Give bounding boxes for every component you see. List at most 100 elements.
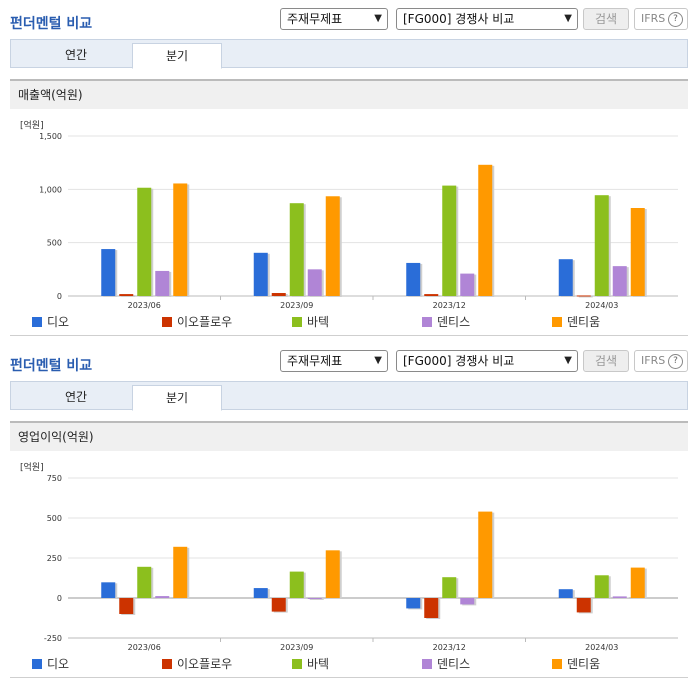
- ifrs-button[interactable]: IFRS?: [634, 8, 688, 30]
- bar: [137, 566, 152, 598]
- bar: [155, 596, 170, 598]
- bar: [630, 208, 645, 296]
- legend-item[interactable]: 디오: [32, 655, 69, 672]
- bar: [478, 164, 493, 296]
- comparison-select-value: [FG000] 경쟁사 비교: [403, 12, 515, 26]
- bar-shadow: [426, 295, 441, 297]
- bar: [307, 269, 322, 296]
- y-tick-label: 250: [47, 554, 62, 563]
- bar: [424, 598, 439, 618]
- legend-label: 덴티스: [437, 657, 471, 671]
- x-tick-label: 2023/06: [128, 301, 161, 310]
- legend-label: 덴티스: [437, 315, 471, 329]
- y-tick-label: 750: [47, 474, 62, 483]
- comparison-select[interactable]: [FG000] 경쟁사 비교 ▼: [396, 8, 578, 30]
- tab-quarterly[interactable]: 분기: [132, 385, 222, 411]
- y-tick-label: 0: [57, 292, 62, 301]
- legend-swatch: [552, 659, 562, 669]
- bar: [460, 598, 475, 605]
- bar: [119, 294, 134, 296]
- bar: [119, 598, 134, 614]
- revenue-panel: 펀더멘털 비교 주재무제표 ▼ [FG000] 경쟁사 비교 ▼ 검색 IFRS? …: [10, 8, 688, 336]
- legend-swatch: [32, 659, 42, 669]
- bar: [576, 295, 591, 297]
- legend-item[interactable]: 디오: [32, 313, 69, 330]
- legend-item[interactable]: 이오플로우: [162, 313, 232, 330]
- ifrs-label: IFRS: [641, 354, 666, 367]
- x-tick-label: 2023/09: [280, 301, 313, 310]
- bar: [173, 546, 188, 598]
- ifrs-label: IFRS: [641, 12, 666, 25]
- help-icon: ?: [668, 354, 683, 369]
- comparison-select[interactable]: [FG000] 경쟁사 비교 ▼: [396, 350, 578, 372]
- unit-label: [억원]: [20, 121, 44, 131]
- statement-select-value: 주재무제표: [287, 354, 343, 368]
- chart-section-title: 영업이익(억원): [10, 421, 688, 451]
- y-tick-label: 500: [47, 239, 62, 248]
- legend-swatch: [162, 659, 172, 669]
- legend-label: 디오: [47, 315, 70, 329]
- legend-swatch: [162, 317, 172, 327]
- bar: [173, 183, 188, 296]
- legend-item[interactable]: 이오플로우: [162, 655, 232, 672]
- bar-shadow: [121, 295, 136, 297]
- bar: [271, 598, 286, 612]
- legend-swatch: [32, 317, 42, 327]
- legend-label: 바텍: [307, 315, 330, 329]
- bar: [101, 582, 116, 598]
- x-tick-label: 2024/03: [585, 301, 618, 310]
- bar: [406, 262, 421, 296]
- legend-item[interactable]: 덴티움: [552, 313, 600, 330]
- legend-swatch: [422, 659, 432, 669]
- bar: [442, 577, 457, 598]
- legend-swatch: [292, 317, 302, 327]
- legend-label: 이오플로우: [177, 657, 233, 671]
- legend-item[interactable]: 바텍: [292, 313, 329, 330]
- tab-annual[interactable]: 연간: [64, 48, 88, 62]
- bar: [630, 567, 645, 598]
- page-title: 펀더멘털 비교: [10, 16, 93, 32]
- legend-swatch: [422, 317, 432, 327]
- bar: [137, 187, 152, 296]
- legend-item[interactable]: 바텍: [292, 655, 329, 672]
- bar: [155, 270, 170, 296]
- bar: [460, 273, 475, 296]
- bar: [594, 575, 609, 598]
- page-title: 펀더멘털 비교: [10, 358, 93, 374]
- y-tick-label: 0: [57, 594, 62, 603]
- search-button[interactable]: 검색: [583, 8, 629, 30]
- legend-item[interactable]: 덴티움: [552, 655, 600, 672]
- bar: [325, 550, 340, 598]
- period-tabs: 연간 분기: [10, 381, 688, 411]
- ifrs-button[interactable]: IFRS?: [634, 350, 688, 372]
- bar: [325, 196, 340, 296]
- chevron-down-icon: ▼: [374, 13, 382, 24]
- legend-item[interactable]: 덴티스: [422, 313, 470, 330]
- y-tick-label: -250: [44, 634, 62, 643]
- y-tick-label: 1,500: [39, 132, 62, 141]
- statement-select[interactable]: 주재무제표 ▼: [280, 350, 388, 372]
- legend-label: 이오플로우: [177, 315, 233, 329]
- bar: [594, 195, 609, 296]
- bar: [289, 571, 304, 598]
- legend-label: 덴티움: [567, 657, 601, 671]
- bar: [576, 598, 591, 613]
- legend-item[interactable]: 덴티스: [422, 655, 470, 672]
- operating-profit-chart: 750 500 250 0 -250 2023/06 2023/09 2023/12 2024/…: [44, 474, 678, 652]
- legend-swatch: [552, 317, 562, 327]
- statement-select[interactable]: 주재무제표 ▼: [280, 8, 388, 30]
- x-tick-label: 2023/09: [280, 643, 313, 652]
- x-tick-label: 2023/06: [128, 643, 161, 652]
- bar-shadow: [309, 599, 324, 600]
- bar: [558, 259, 573, 296]
- search-button[interactable]: 검색: [583, 350, 629, 372]
- tab-annual[interactable]: 연간: [64, 390, 88, 404]
- bar: [424, 294, 439, 296]
- bar: [289, 203, 304, 296]
- bar: [558, 589, 573, 598]
- tab-quarterly[interactable]: 분기: [132, 43, 222, 69]
- x-tick-label: 2024/03: [585, 643, 618, 652]
- x-tick-label: 2023/12: [433, 301, 466, 310]
- comparison-select-value: [FG000] 경쟁사 비교: [403, 354, 515, 368]
- help-icon: ?: [668, 12, 683, 27]
